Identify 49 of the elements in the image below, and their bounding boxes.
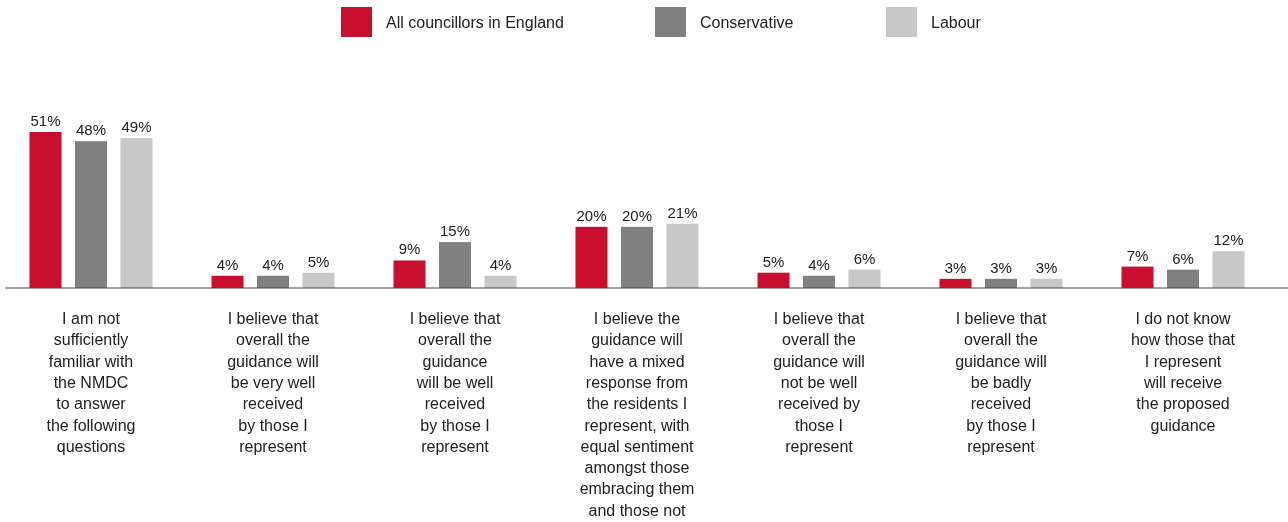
- data-label: 4%: [808, 255, 830, 273]
- data-label: 20%: [621, 206, 653, 224]
- bar: [1212, 251, 1245, 288]
- data-label: 3%: [1035, 258, 1058, 276]
- bar: [120, 138, 153, 288]
- legend-label: All councillors in England: [386, 14, 564, 31]
- bar: [803, 275, 835, 288]
- x-tick-label: I believe that overall the guidance will not be well received by those I represent: [773, 310, 865, 455]
- data-label: 5%: [762, 252, 785, 270]
- x-tick-label: I believe that overall the guidance will be very well received by those I represent: [227, 310, 319, 455]
- data-label: 3%: [944, 258, 967, 276]
- bar: [484, 275, 517, 288]
- bar: [1167, 269, 1199, 288]
- legend-label: Labour: [931, 14, 982, 31]
- data-label: 4%: [489, 255, 512, 273]
- bar: [439, 242, 471, 288]
- data-label: 6%: [1172, 249, 1194, 267]
- bar: [302, 272, 335, 288]
- data-label: 20%: [576, 206, 607, 224]
- data-label: 9%: [398, 240, 421, 258]
- data-label: 48%: [75, 121, 107, 139]
- data-label: 49%: [121, 118, 152, 136]
- data-label: 3%: [990, 258, 1012, 276]
- data-label: 4%: [262, 255, 284, 273]
- bar: [848, 269, 881, 288]
- data-label: 12%: [1213, 231, 1244, 249]
- data-label: 15%: [439, 222, 471, 240]
- bar: [211, 275, 244, 288]
- bar: [393, 260, 426, 288]
- data-label: 6%: [853, 249, 876, 267]
- bar: [1121, 266, 1154, 288]
- x-tick-label: I believe that overall the guidance will be well received by those I represent: [409, 310, 501, 455]
- bar: [29, 132, 62, 288]
- category-label: I believe the guidance will have a mixed response from the residents I represent, with equal sentiment amongst those embracing them and those not: [579, 310, 695, 519]
- data-label: 4%: [216, 255, 239, 273]
- x-tick-label: I believe that overall the guidance will be badly received by those I represent: [955, 310, 1047, 455]
- bar: [257, 275, 289, 288]
- bar: [621, 226, 653, 288]
- data-label: 5%: [307, 252, 330, 270]
- x-tick-label: I am not sufficiently familiar with the NMDC to answer the following questions: [46, 310, 136, 455]
- bar: [75, 141, 107, 288]
- bar: [666, 223, 699, 288]
- bar: [575, 226, 608, 288]
- bar: [757, 272, 790, 288]
- data-label: 51%: [30, 112, 61, 129]
- data-label: 7%: [1126, 246, 1149, 264]
- x-tick-label: I do not know how those that I represent will receive the proposed guidance: [1130, 310, 1236, 434]
- legend-label: Conservative: [700, 14, 794, 31]
- data-label: 21%: [667, 203, 698, 221]
